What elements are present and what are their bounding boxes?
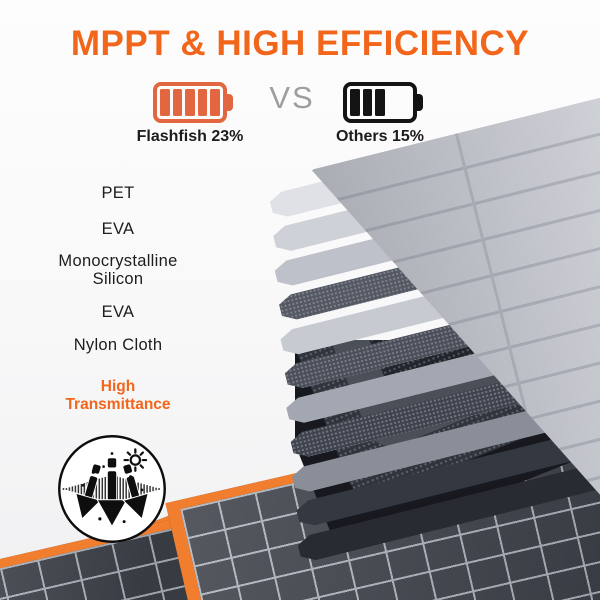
layer-label-silicon: Monocrystalline Silicon bbox=[58, 252, 178, 289]
layer-label-eva-bottom: EVA bbox=[101, 303, 135, 321]
vs-label: VS bbox=[269, 80, 315, 115]
layer-label-pet: PET bbox=[101, 184, 135, 202]
others-battery-icon bbox=[343, 82, 423, 123]
down-arrows-icon bbox=[75, 457, 149, 528]
feature-label-high-transmittance: High Transmittance bbox=[65, 378, 171, 413]
sun-light-transmittance-icon bbox=[58, 435, 166, 543]
flashfish-efficiency-label: Flashfish 23% bbox=[136, 128, 244, 145]
page-title: MPPT & HIGH EFFICIENCY bbox=[70, 24, 530, 63]
layer-label-nylon: Nylon Cloth bbox=[73, 336, 163, 354]
layer-label-eva-top: EVA bbox=[101, 220, 135, 238]
flashfish-battery-icon bbox=[153, 82, 233, 123]
others-efficiency-label: Others 15% bbox=[335, 128, 425, 145]
